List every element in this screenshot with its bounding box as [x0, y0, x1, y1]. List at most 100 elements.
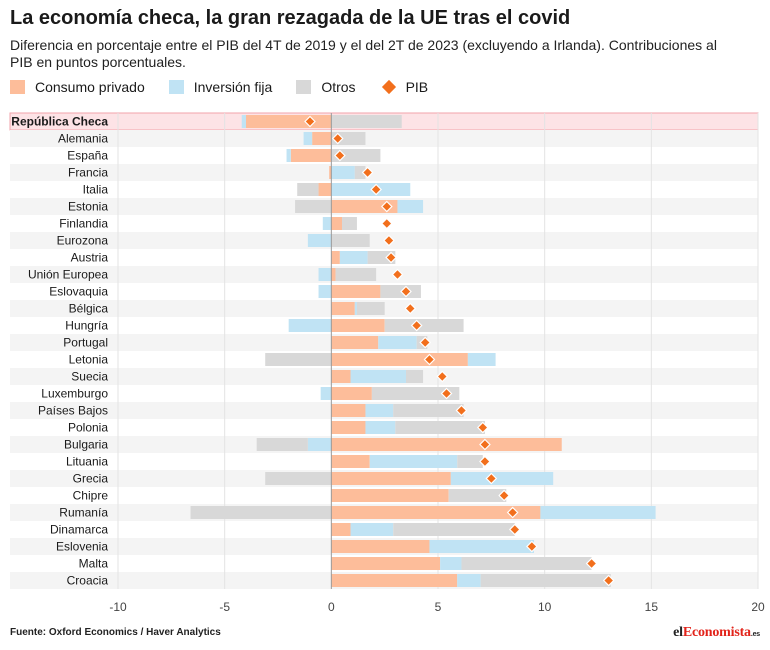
- category-label: Unión Europea: [28, 268, 108, 282]
- bar-inversion: [457, 574, 481, 587]
- bar-otros: [356, 302, 385, 315]
- pib-marker: [391, 268, 404, 281]
- bar-consumo: [331, 200, 398, 213]
- bar-consumo: [331, 523, 351, 536]
- bar-otros: [331, 149, 381, 162]
- bar-otros: [265, 472, 332, 485]
- legend-label-inversion: Inversión fija: [193, 79, 273, 95]
- bar-otros: [480, 574, 611, 587]
- bar-inversion: [307, 438, 332, 451]
- pib-marker: [404, 302, 417, 315]
- chart-title: La economía checa, la gran rezagada de l…: [10, 7, 571, 29]
- bar-consumo: [246, 115, 332, 128]
- bar-otros: [461, 557, 592, 570]
- bar-inversion: [331, 166, 355, 179]
- bar-inversion: [378, 336, 417, 349]
- bar-consumo: [331, 336, 379, 349]
- category-label: Chipre: [73, 489, 109, 503]
- legend-swatch-otros: [296, 80, 312, 94]
- category-label: Eslovenia: [56, 540, 108, 554]
- category-label: Eslovaquia: [49, 285, 108, 299]
- pib-marker: [423, 353, 436, 366]
- category-label: Malta: [79, 557, 109, 571]
- bar-inversion: [354, 302, 357, 315]
- category-label: Luxemburgo: [41, 387, 108, 401]
- pib-marker: [383, 234, 395, 247]
- legend-swatch-inversion: [168, 80, 184, 94]
- bar-otros: [331, 115, 402, 128]
- pib-marker: [380, 217, 393, 230]
- bar-consumo: [331, 506, 541, 519]
- bar-inversion: [450, 472, 554, 485]
- pib-marker: [440, 387, 453, 400]
- bar-consumo: [331, 285, 381, 298]
- legend-label-consumo: Consumo privado: [35, 79, 145, 95]
- pib-marker: [485, 472, 498, 485]
- bar-consumo: [331, 421, 366, 434]
- bar-consumo: [331, 319, 385, 332]
- x-tick-label: 5: [435, 600, 442, 614]
- bar-otros: [393, 404, 464, 417]
- bar-inversion: [365, 404, 394, 417]
- bar-otros: [335, 268, 377, 281]
- bar-chart: República Checa Alemania España Francia Ital…: [9, 112, 765, 614]
- bar-otros: [190, 506, 332, 519]
- category-label: Letonia: [69, 353, 109, 367]
- category-label: Polonia: [68, 421, 108, 435]
- pib-marker: [331, 132, 344, 145]
- category-label: Bulgaria: [64, 438, 108, 452]
- bar-consumo: [331, 574, 458, 587]
- bar-inversion: [350, 523, 394, 536]
- bar-otros: [406, 370, 424, 383]
- bar-consumo: [331, 540, 430, 553]
- legend-label-otros: Otros: [321, 79, 356, 95]
- row-stripe: [10, 130, 758, 147]
- pib-marker: [479, 455, 491, 468]
- bar-otros: [265, 353, 332, 366]
- bar-otros: [371, 387, 460, 400]
- category-label: Finlandia: [59, 217, 108, 231]
- source-note: Fuente: Oxford Economics / Haver Analyti…: [10, 627, 221, 638]
- bar-consumo: [331, 404, 366, 417]
- pib-marker: [385, 251, 397, 264]
- pib-marker: [498, 489, 510, 502]
- bar-consumo: [331, 302, 355, 315]
- pib-marker: [304, 115, 316, 128]
- bar-otros: [395, 421, 485, 434]
- bar-consumo: [331, 438, 562, 451]
- publisher-logo: elEconomista.es: [673, 625, 760, 640]
- x-tick-label: -10: [109, 600, 127, 614]
- category-label: Estonia: [68, 200, 108, 214]
- bar-inversion: [320, 387, 332, 400]
- legend-item-otros: Otros: [296, 79, 356, 95]
- bar-inversion: [307, 234, 332, 247]
- bar-otros: [295, 200, 332, 213]
- category-label: República Checa: [11, 115, 108, 129]
- bar-inversion: [318, 285, 332, 298]
- bar-consumo: [329, 166, 332, 179]
- category-label: Rumanía: [59, 506, 108, 520]
- category-label: Eurozona: [57, 234, 109, 248]
- bar-inversion: [467, 353, 496, 366]
- legend-swatch-consumo: [10, 80, 25, 94]
- pib-marker: [419, 336, 432, 349]
- x-tick-label: 0: [328, 600, 335, 614]
- bar-otros: [354, 166, 366, 179]
- x-tick-label: 20: [751, 600, 765, 614]
- bar-inversion: [339, 251, 368, 264]
- bar-otros: [384, 319, 464, 332]
- category-label: Hungría: [65, 319, 108, 333]
- pib-marker: [476, 421, 489, 434]
- pib-marker: [479, 438, 491, 451]
- category-label: Croacia: [67, 574, 109, 588]
- pib-marker: [508, 523, 521, 536]
- bar-consumo: [331, 557, 441, 570]
- bar-consumo: [318, 183, 332, 196]
- legend-label-pib: PIB: [405, 79, 429, 95]
- bar-consumo: [331, 472, 451, 485]
- pib-marker: [410, 319, 423, 332]
- bar-inversion: [241, 115, 246, 128]
- bar-inversion: [397, 200, 424, 213]
- bar-consumo: [331, 387, 372, 400]
- bar-consumo: [331, 370, 351, 383]
